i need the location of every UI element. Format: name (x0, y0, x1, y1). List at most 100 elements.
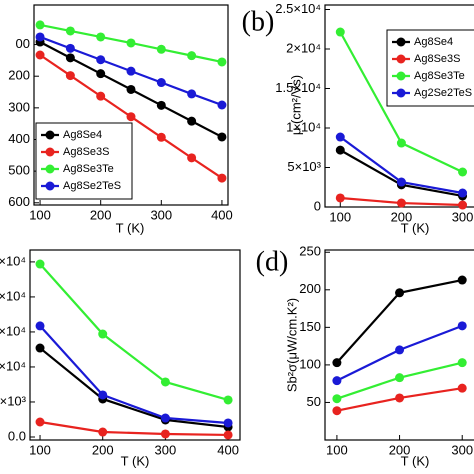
legend-label: Ag8Se3S (414, 53, 460, 65)
data-point (335, 193, 345, 203)
x-tick-label: 300 (150, 207, 172, 222)
data-point (35, 259, 45, 269)
y-tick-label: ×10⁴ (0, 358, 26, 373)
x-tick-label: 300 (155, 442, 177, 457)
data-point (458, 200, 468, 210)
data-point (396, 138, 406, 148)
data-point (332, 406, 342, 416)
x-tick-label: 100 (29, 207, 51, 222)
series-line (39, 263, 229, 401)
y-axis-label: Sb²σ(μW/cm.K²) (284, 298, 299, 392)
series-line (39, 347, 229, 429)
x-tick-label: 200 (391, 209, 413, 224)
y-tick-label: ×10³ (0, 393, 27, 408)
data-point (65, 43, 75, 53)
data-point (332, 358, 342, 368)
data-point (223, 418, 233, 428)
x-axis-label: T (K) (401, 453, 430, 468)
x-tick-label: 300 (451, 442, 473, 457)
data-point (217, 100, 227, 110)
data-point (160, 377, 170, 387)
data-point (126, 66, 136, 76)
data-point (457, 321, 467, 331)
data-point (396, 177, 406, 187)
data-point (217, 132, 227, 142)
legend-marker (45, 130, 55, 140)
data-point (223, 395, 233, 405)
legend-marker (45, 164, 55, 174)
panel: 0 5×10³ 1×10⁴ 1.5×10⁴ 2×10⁴ 2.5×10⁴ 100 200 300 T… (242, 1, 474, 235)
legend-marker (45, 181, 55, 191)
plot-frame (29, 249, 241, 441)
y-tick-label: 300 (8, 99, 30, 114)
data-point (332, 394, 342, 404)
data-point (35, 417, 45, 427)
y-axis-label: μ (cm²/Vs) (288, 75, 303, 135)
legend-label: Ag8Se4 (63, 129, 102, 141)
panel-label: (b) (242, 6, 275, 37)
y-tick-label: 150 (299, 319, 321, 334)
data-point (156, 78, 166, 88)
y-tick-label: 2.5×10⁴ (275, 1, 321, 16)
plot-frame (324, 249, 474, 441)
y-tick-label: 0 (314, 198, 321, 213)
data-point (217, 173, 227, 183)
data-point (96, 55, 106, 65)
data-point (395, 345, 405, 355)
data-point (35, 50, 45, 60)
y-tick-label: 200 (8, 68, 30, 83)
data-point (156, 132, 166, 142)
y-tick-label: ×10⁴ (0, 253, 26, 268)
y-tick-label: 50 (307, 394, 321, 409)
data-point (457, 383, 467, 393)
data-point (65, 53, 75, 63)
data-point (458, 188, 468, 198)
y-tick-label: 250 (299, 244, 321, 259)
x-tick-label: 400 (217, 442, 239, 457)
data-point (98, 390, 108, 400)
data-point (160, 429, 170, 439)
data-point (457, 275, 467, 285)
y-tick-label: 600 (8, 194, 30, 209)
data-point (126, 112, 136, 122)
x-tick-label: 200 (389, 442, 411, 457)
data-point (96, 91, 106, 101)
x-tick-label: 300 (452, 209, 474, 224)
x-tick-label: 100 (326, 442, 348, 457)
data-point (156, 100, 166, 110)
data-point (457, 358, 467, 368)
data-point (65, 26, 75, 36)
data-point (187, 116, 197, 126)
x-axis-label: T (K) (121, 453, 150, 468)
legend-marker (396, 88, 406, 98)
y-tick-label: 1×10⁴ (286, 119, 321, 134)
data-point (98, 329, 108, 339)
data-point (187, 89, 197, 99)
y-tick-label: 500 (8, 163, 30, 178)
y-tick-label: 00 (16, 36, 30, 51)
legend-label: Ag8Se4 (414, 36, 453, 48)
series-line (39, 420, 229, 437)
x-axis-label: T (K) (116, 220, 145, 235)
y-tick-label: ×10⁴ (0, 288, 26, 303)
y-tick-label: 1.5×10⁴ (275, 80, 321, 95)
legend-marker (396, 71, 406, 81)
data-point (335, 145, 345, 155)
data-point (395, 288, 405, 298)
panel: 0.0 ×10³ ×10⁴ ×10⁴ ×10⁴ ×10⁴ 100 200 300 400 T (K) (0, 249, 241, 468)
legend-label: Ag8Se3Te (63, 163, 114, 175)
legend-label: Ag8Se3S (63, 146, 109, 158)
series-line (39, 325, 229, 425)
y-tick-label: 100 (299, 356, 321, 371)
data-point (217, 57, 227, 67)
data-point (160, 413, 170, 423)
data-point (98, 427, 108, 437)
data-point (332, 376, 342, 386)
plot-frame (33, 4, 229, 206)
data-point (187, 51, 197, 61)
data-point (65, 71, 75, 81)
legend-label: Ag8Se2TeS (63, 180, 121, 192)
data-point (96, 32, 106, 42)
